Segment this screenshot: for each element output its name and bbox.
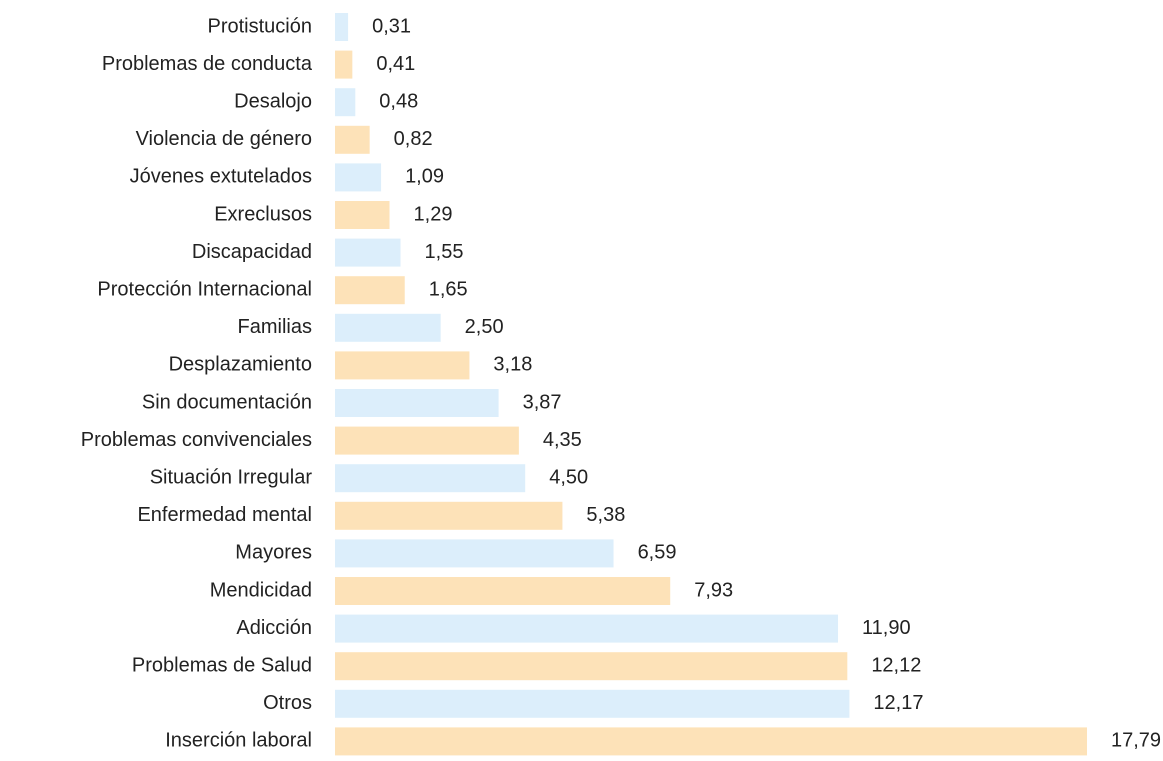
value-label: 11,90 — [862, 617, 911, 639]
bar — [335, 125, 370, 154]
bar — [335, 201, 390, 229]
category-label: Problemas convivenciales — [81, 429, 312, 451]
bar — [335, 313, 441, 342]
value-label: 0,41 — [376, 53, 415, 75]
category-label: Situación Irregular — [150, 466, 313, 488]
bar — [335, 539, 614, 568]
category-label: Problemas de Salud — [132, 654, 312, 676]
value-label: 1,09 — [405, 166, 444, 188]
bar — [335, 163, 382, 192]
value-label: 0,31 — [372, 15, 411, 37]
category-label: Exreclusos — [214, 203, 312, 225]
bar — [335, 13, 349, 41]
bar — [335, 276, 405, 305]
category-label: Familias — [238, 316, 312, 338]
bar — [335, 614, 839, 643]
category-label: Jóvenes extutelados — [130, 166, 312, 188]
value-label: 12,17 — [873, 692, 923, 714]
category-label: Mayores — [235, 542, 312, 564]
category-label: Enfermedad mental — [137, 504, 312, 526]
category-label: Protección Internacional — [97, 278, 312, 300]
category-label: Sin documentación — [142, 391, 312, 413]
bar — [335, 652, 848, 681]
category-label: Otros — [263, 692, 312, 714]
value-label: 0,82 — [394, 128, 433, 150]
value-label: 6,59 — [638, 542, 677, 564]
category-label: Inserción laboral — [165, 730, 312, 752]
category-label: Problemas de conducta — [102, 53, 313, 75]
bar — [335, 689, 850, 718]
value-label: 12,12 — [871, 654, 921, 676]
value-label: 7,93 — [694, 579, 733, 601]
category-label: Desalojo — [234, 90, 312, 112]
value-label: 0,48 — [379, 90, 418, 112]
category-label: Desplazamiento — [169, 354, 312, 376]
category-label: Violencia de género — [136, 128, 312, 150]
value-label: 4,50 — [549, 466, 588, 488]
value-label: 1,55 — [425, 241, 464, 263]
bar — [335, 577, 671, 605]
bar — [335, 50, 353, 79]
category-label: Mendicidad — [210, 579, 312, 601]
bar — [335, 426, 519, 455]
category-label: Adicción — [236, 617, 312, 639]
value-label: 1,65 — [429, 278, 468, 300]
bar — [335, 464, 526, 493]
bar — [335, 238, 401, 267]
bar — [335, 88, 356, 117]
bar — [335, 727, 1087, 756]
value-label: 17,79 — [1111, 730, 1161, 752]
bar — [335, 351, 470, 380]
bar — [335, 389, 499, 417]
value-label: 1,29 — [414, 203, 453, 225]
category-label: Protistución — [208, 15, 313, 37]
value-label: 5,38 — [586, 504, 625, 526]
value-label: 3,18 — [493, 354, 532, 376]
value-label: 4,35 — [543, 429, 582, 451]
category-label: Discapacidad — [192, 241, 312, 263]
value-label: 2,50 — [465, 316, 504, 338]
bar — [335, 501, 563, 530]
value-label: 3,87 — [523, 391, 562, 413]
